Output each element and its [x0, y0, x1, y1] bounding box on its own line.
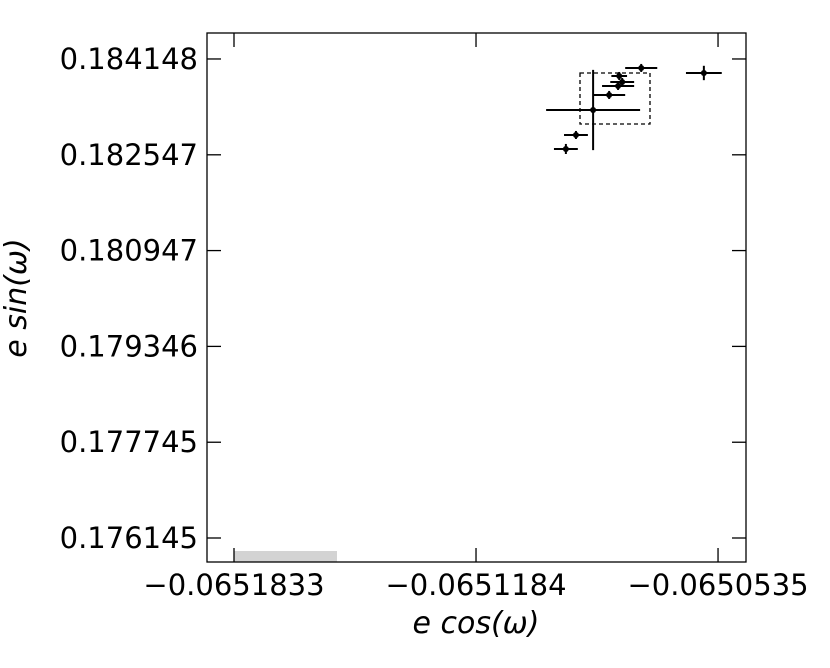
point — [590, 106, 597, 113]
scale-bar — [234, 551, 337, 562]
point — [615, 82, 622, 89]
x-tick-label: −0.0651833 — [143, 568, 324, 602]
point — [616, 72, 623, 79]
point — [700, 69, 707, 76]
y-tick-label: 0.179346 — [60, 329, 198, 363]
plot-frame — [206, 32, 747, 563]
zoom-box — [579, 72, 651, 125]
y-tick-label: 0.176145 — [60, 521, 198, 555]
x-tick-label: −0.0650535 — [627, 568, 808, 602]
point — [572, 131, 579, 138]
y-axis-title: e sin(ω) — [0, 238, 34, 358]
y-tick-label: 0.180947 — [60, 234, 198, 268]
x-tick-label: −0.0651184 — [385, 568, 566, 602]
y-tick-label: 0.184148 — [60, 42, 198, 76]
point — [619, 78, 626, 85]
y-tick-label: 0.182547 — [60, 138, 198, 172]
point — [562, 145, 569, 152]
y-tick-label: 0.177745 — [60, 425, 198, 459]
x-axis-title: e cos(ω) — [412, 606, 539, 641]
point — [638, 64, 645, 71]
point — [606, 91, 613, 98]
